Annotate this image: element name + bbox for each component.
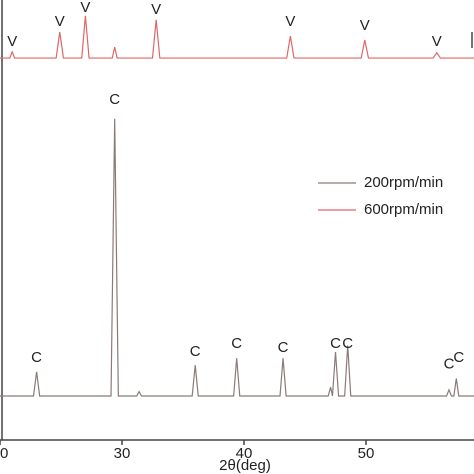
peak-label: C [453, 349, 464, 366]
peak-label: C [444, 356, 455, 373]
x-tick-label: 50 [358, 445, 375, 462]
series-line [0, 15, 474, 59]
peak-label: C [190, 343, 201, 360]
legend-label: 200rpm/min [364, 174, 443, 191]
peak-label: C [342, 335, 353, 352]
peak-label: V [432, 33, 442, 50]
peak-label: C [109, 91, 120, 108]
x-tick-label: 40 [236, 445, 253, 462]
x-tick-label: 20 [0, 445, 8, 462]
x-axis-label: 2θ(deg) [219, 457, 271, 474]
x-tick-label: 30 [114, 445, 131, 462]
peak-label: V [80, 0, 90, 16]
legend-label: 600rpm/min [364, 201, 443, 218]
series-line [0, 118, 474, 397]
peak-label: V [55, 13, 65, 30]
peak-label: V [285, 13, 295, 30]
peak-label: V [151, 1, 161, 18]
peak-label: C [278, 339, 289, 356]
peak-label: V [7, 33, 17, 50]
peak-label: C [231, 335, 242, 352]
peak-label: C [31, 349, 42, 366]
peak-label: C [330, 335, 341, 352]
peak-label: V [360, 17, 370, 34]
